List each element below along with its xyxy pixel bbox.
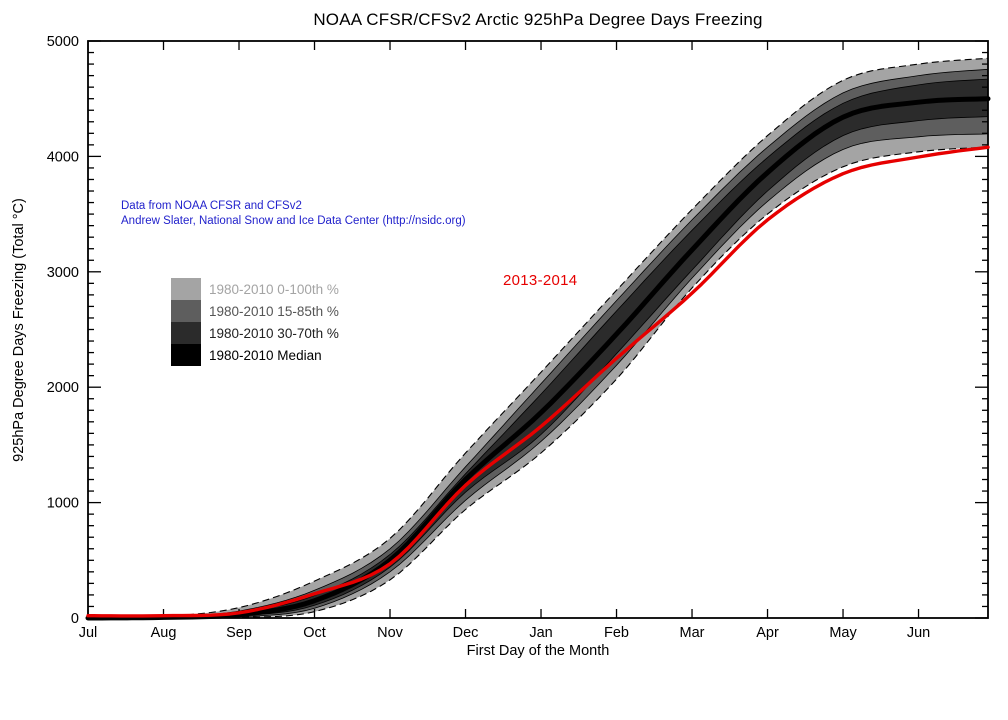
legend-label-30-70: 1980-2010 30-70th %	[209, 325, 339, 341]
data-lines	[85, 96, 991, 621]
band-edge-dashed	[88, 57, 989, 618]
y-tick-label: 3000	[47, 265, 79, 281]
band-edge-dashed	[88, 146, 989, 619]
band-edge-solid	[88, 116, 989, 619]
legend-swatch-median	[171, 344, 201, 366]
y-tick-label: 2000	[47, 380, 79, 396]
x-axis-title: First Day of the Month	[466, 643, 610, 659]
legend-swatch-15-85	[171, 300, 201, 322]
legend-label-median: 1980-2010 Median	[209, 347, 322, 363]
y-tick-label: 1000	[47, 496, 79, 512]
x-tick-label: Jun	[907, 625, 930, 641]
x-tick-label: Aug	[151, 625, 177, 641]
y-tick-label: 4000	[47, 149, 79, 165]
series-label-2013-2014: 2013-2014	[503, 272, 578, 289]
x-tick-label: Oct	[303, 625, 326, 641]
x-tick-label: Jul	[79, 625, 98, 641]
legend-label-0-100: 1980-2010 0-100th %	[209, 281, 339, 297]
x-tick-label: Mar	[680, 625, 705, 641]
legend-swatch-0-100	[171, 278, 201, 300]
x-tick-label: Feb	[604, 625, 629, 641]
x-tick-label: Jan	[529, 625, 552, 641]
band-1	[88, 69, 988, 619]
data-source-line1: Data from NOAA CFSR and CFSv2	[121, 200, 302, 212]
x-tick-label: Nov	[377, 625, 404, 641]
band-edge-lines	[87, 57, 989, 619]
x-tick-label: May	[829, 625, 857, 641]
legend-swatch-30-70	[171, 322, 201, 344]
data-source-annotation: Data from NOAA CFSR and CFSv2 Andrew Sla…	[121, 199, 466, 229]
y-tick-label: 0	[71, 611, 79, 627]
line-2013-2014	[86, 145, 990, 618]
percentile-legend: 1980-2010 0-100th % 1980-2010 15-85th % …	[171, 278, 339, 366]
legend-item-15-85: 1980-2010 15-85th %	[171, 300, 339, 322]
x-tick-label: Apr	[756, 625, 779, 641]
y-tick-label: 5000	[47, 34, 79, 50]
legend-item-median: 1980-2010 Median	[171, 344, 339, 366]
axes-frame: Jul Aug Sep Oct Nov Dec Jan Feb Mar Apr May Jun 0 100…	[47, 34, 989, 641]
data-source-line2: Andrew Slater, National Snow and Ice Dat…	[121, 215, 466, 227]
percentile-bands	[88, 58, 988, 619]
legend-item-0-100: 1980-2010 0-100th %	[171, 278, 339, 300]
chart-title: NOAA CFSR/CFSv2 Arctic 925hPa Degree Day…	[313, 10, 763, 29]
x-tick-label: Dec	[453, 625, 479, 641]
x-tick-label: Sep	[226, 625, 252, 641]
legend-item-30-70: 1980-2010 30-70th %	[171, 322, 339, 344]
y-axis-title: 925hPa Degree Days Freezing (Total °C)	[11, 198, 27, 462]
legend-label-15-85: 1980-2010 15-85th %	[209, 303, 339, 319]
